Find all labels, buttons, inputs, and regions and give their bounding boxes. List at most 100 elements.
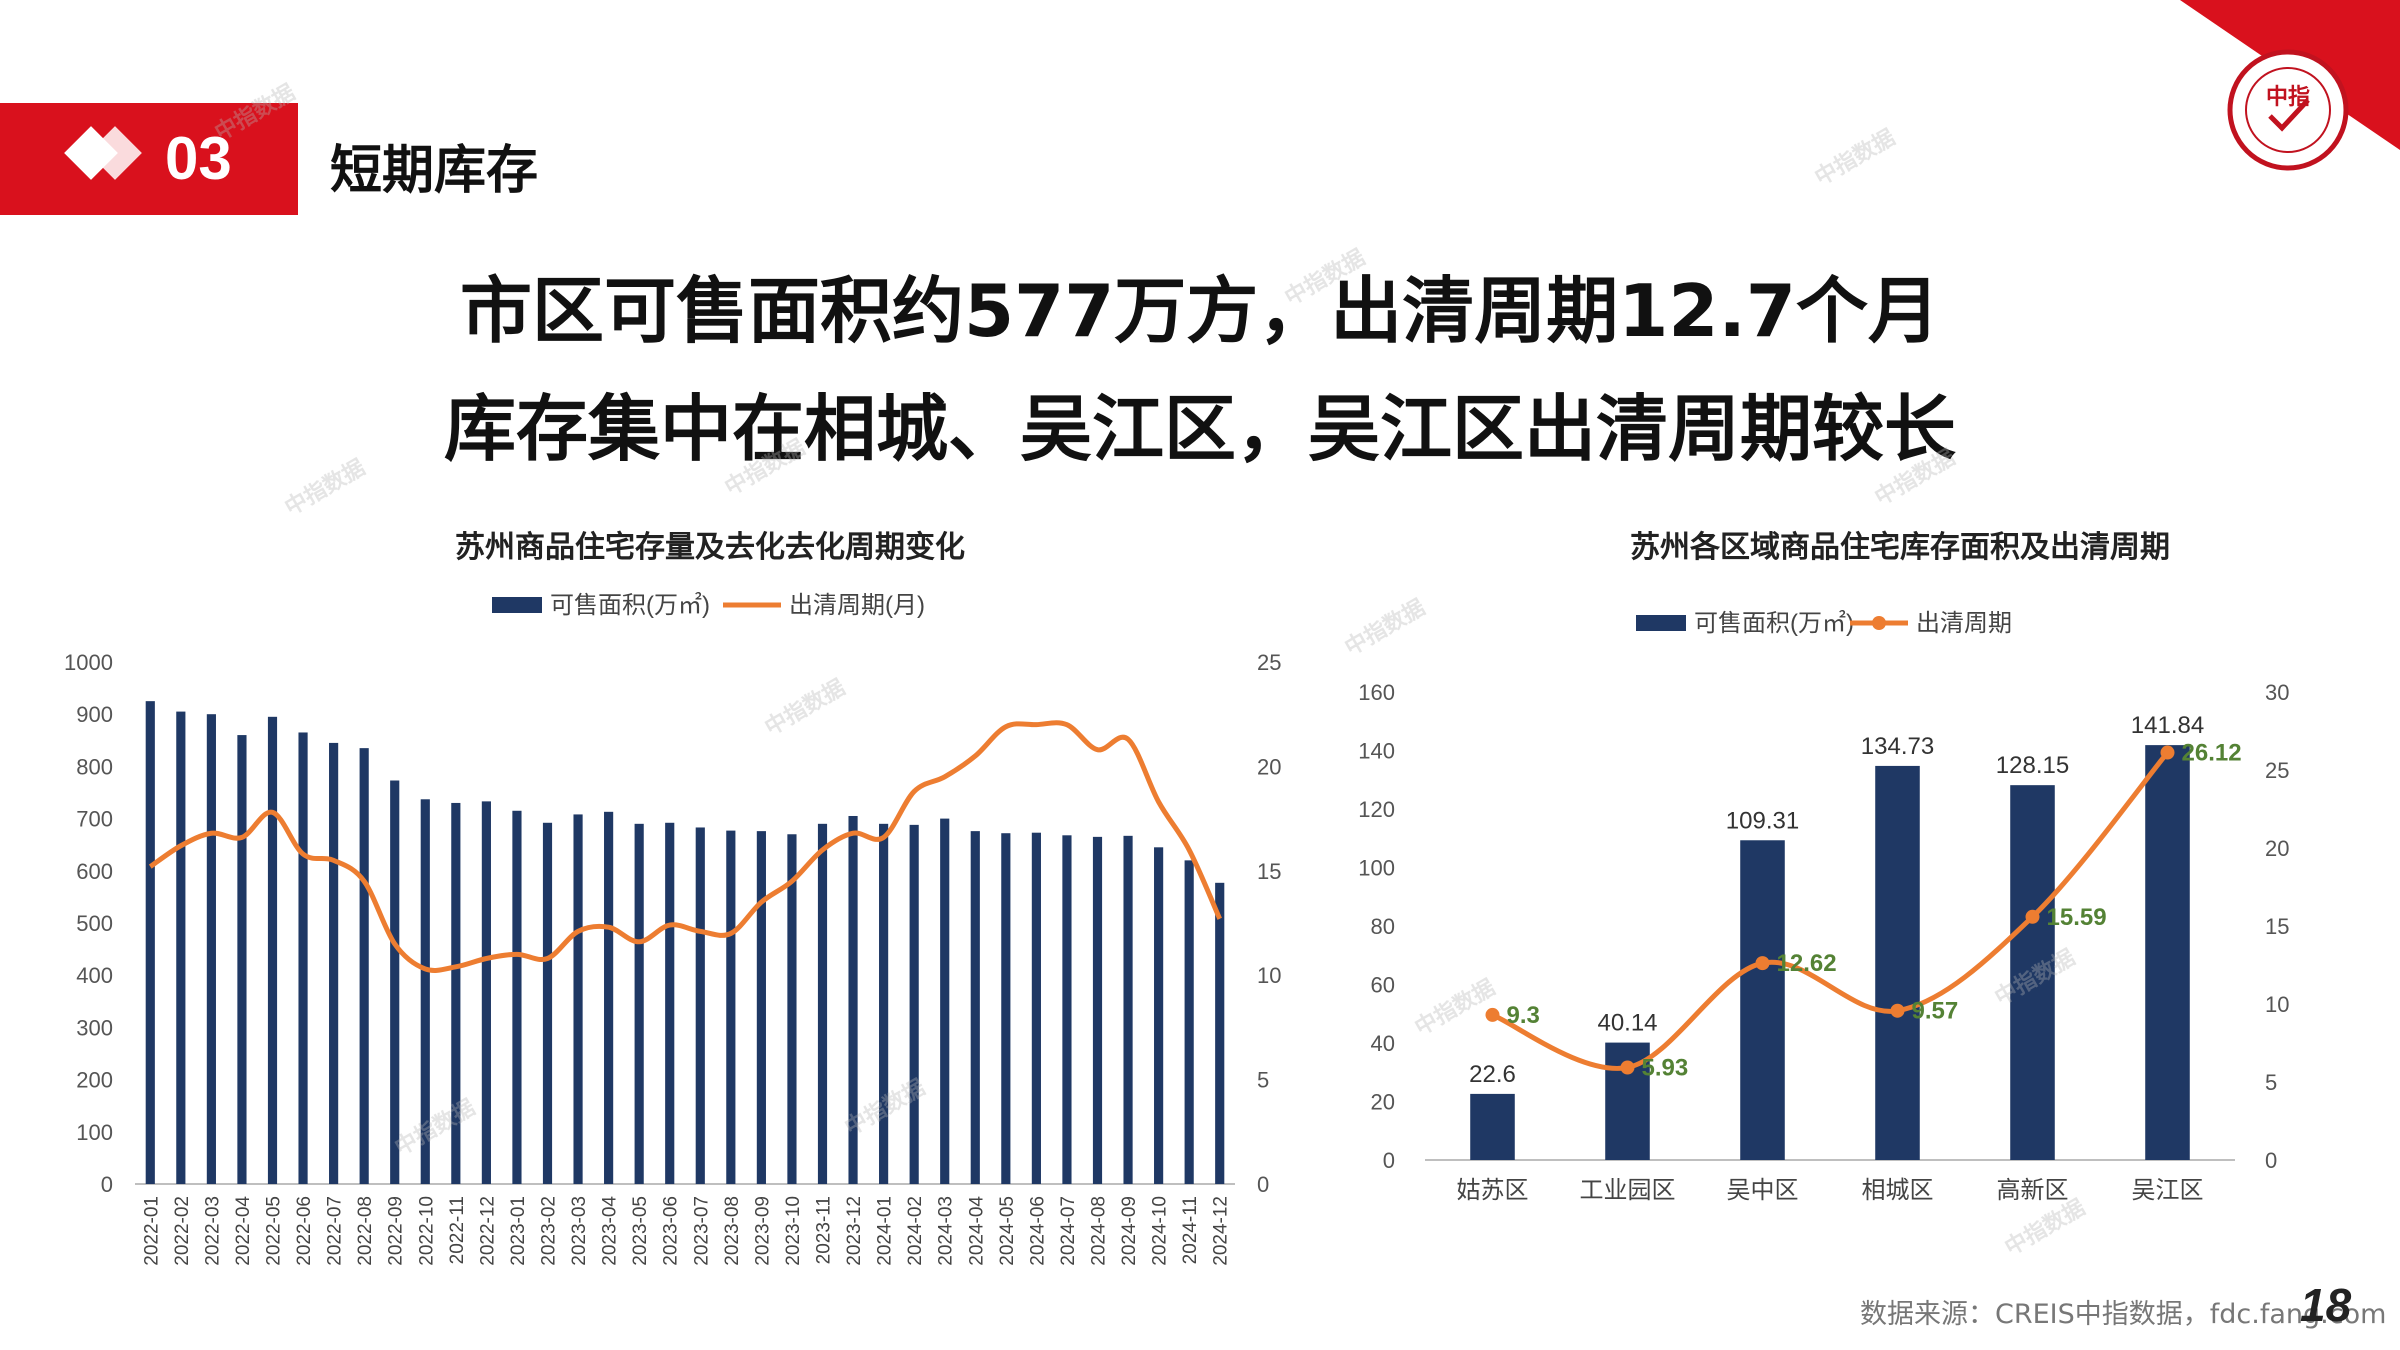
x-tick-label: 2023-10 — [783, 1196, 804, 1266]
bar — [940, 818, 950, 1184]
x-tick-label: 2023-07 — [691, 1196, 712, 1266]
line-data-label: 26.12 — [2182, 740, 2242, 767]
x-tick-label: 2023-05 — [630, 1196, 651, 1266]
bar — [726, 830, 736, 1184]
line-series — [1491, 750, 2170, 1071]
x-tick-label: 高新区 — [1997, 1177, 2069, 1204]
bar-data-label: 109.31 — [1726, 807, 1799, 834]
bar — [1062, 835, 1072, 1184]
bar — [1740, 840, 1785, 1160]
bar — [879, 823, 889, 1184]
bar — [1470, 1093, 1515, 1160]
bar — [145, 701, 155, 1184]
y-left-tick-label: 80 — [1371, 914, 1395, 939]
x-tick-label: 2023-11 — [814, 1196, 835, 1264]
x-tick-label: 2024-08 — [1089, 1196, 1110, 1266]
line-point — [2160, 745, 2175, 760]
bar — [848, 815, 858, 1184]
y-left-tick-label: 100 — [1358, 856, 1395, 881]
y-left-tick-label: 40 — [1371, 1031, 1395, 1056]
bar — [359, 748, 369, 1184]
y-right-tick-label: 5 — [2265, 1070, 2277, 1095]
diamond-icon — [64, 126, 142, 180]
y-left-tick-label: 160 — [1358, 680, 1395, 705]
bar — [2010, 785, 2055, 1160]
y-left-tick-label: 1000 — [64, 650, 113, 675]
line-data-label: 12.62 — [1777, 950, 1837, 977]
y-left-tick-label: 300 — [76, 1015, 113, 1040]
section-title: 短期库存 — [330, 141, 539, 201]
x-tick-label: 2022-10 — [416, 1196, 437, 1266]
bar — [206, 714, 216, 1184]
y-left-tick-label: 400 — [76, 963, 113, 988]
x-tick-label: 2023-09 — [752, 1196, 773, 1266]
bar — [604, 811, 614, 1184]
bar — [1092, 836, 1103, 1184]
x-tick-label: 2023-04 — [600, 1196, 621, 1266]
x-tick-label: 2022-06 — [294, 1196, 315, 1266]
bar-data-label: 128.15 — [1996, 752, 2069, 779]
x-tick-label: 2022-08 — [355, 1196, 376, 1266]
right-chart-title: 苏州各区域商品住宅库存面积及出清周期 — [1630, 530, 2170, 565]
x-tick-label: 2022-09 — [386, 1196, 407, 1266]
y-right-tick-label: 15 — [2265, 914, 2289, 939]
bar — [2145, 745, 2190, 1160]
bar — [1184, 860, 1194, 1184]
x-tick-label: 2023-02 — [539, 1196, 560, 1266]
bar — [481, 801, 491, 1184]
x-tick-label: 2024-02 — [905, 1196, 926, 1266]
bar — [1215, 882, 1225, 1184]
y-right-tick-label: 5 — [1257, 1068, 1269, 1093]
y-left-tick-label: 140 — [1358, 739, 1395, 764]
left-chart-title: 苏州商品住宅存量及去化去化周期变化 — [455, 530, 965, 565]
x-tick-label: 2023-03 — [569, 1196, 590, 1266]
x-tick-label: 2023-06 — [661, 1196, 682, 1266]
y-left-tick-label: 900 — [76, 702, 113, 727]
watermark: 中指数据 — [1810, 125, 1900, 191]
y-right-tick-label: 30 — [2265, 680, 2289, 705]
left-chart: 可售面积(万㎡) 出清周期(月)0100200300400500600700800… — [64, 592, 1281, 1266]
line-point — [2025, 909, 2040, 924]
line-data-label: 5.93 — [1642, 1054, 1689, 1081]
bar — [267, 716, 278, 1184]
right-chart: 可售面积(万㎡) 出清周期 0 20 40 60 80 100 120 140 160 0 5 10 15 2… — [1358, 610, 2289, 1204]
x-tick-label: 2024-10 — [1150, 1196, 1171, 1266]
bar — [512, 810, 522, 1184]
x-tick-label: 2022-05 — [264, 1196, 285, 1266]
x-tick-label: 2022-02 — [172, 1196, 193, 1266]
y-left-tick-label: 600 — [76, 859, 113, 884]
x-tick-label: 2024-03 — [936, 1196, 957, 1266]
legend-line-label: 出清周期 — [1916, 610, 2012, 637]
x-tick-label: 吴江区 — [2132, 1177, 2204, 1204]
headline-line-2: 库存集中在相城、吴江区，吴江区出清周期较长 — [443, 387, 1956, 471]
y-left-tick-label: 20 — [1371, 1090, 1395, 1115]
china-index-academy-logo: 中指 — [2180, 0, 2400, 171]
line-data-label: 9.3 — [1507, 1002, 1540, 1029]
bar — [542, 822, 553, 1184]
x-tick-label: 2024-06 — [1027, 1196, 1048, 1266]
headline-line-1: 市区可售面积约577万方，出清周期12.7个月 — [460, 269, 1940, 353]
bar — [329, 742, 339, 1184]
data-source: 数据来源：CREIS中指数据，fdc.fang.com — [1860, 1299, 2387, 1330]
bar — [665, 822, 675, 1184]
x-tick-label: 2023-01 — [508, 1196, 529, 1266]
y-right-tick-label: 10 — [2265, 992, 2289, 1017]
y-right-tick-label: 0 — [2265, 1148, 2277, 1173]
bar-data-label: 134.73 — [1861, 733, 1934, 760]
x-tick-label: 2022-01 — [141, 1196, 162, 1266]
y-right-tick-label: 20 — [1257, 754, 1281, 779]
section-number: 03 — [165, 125, 232, 192]
y-left-tick-label: 200 — [76, 1068, 113, 1093]
x-tick-label: 2024-11 — [1180, 1196, 1201, 1264]
line-point — [1620, 1060, 1635, 1075]
y-right-tick-label: 25 — [2265, 758, 2289, 783]
y-right-tick-label: 20 — [2265, 836, 2289, 861]
bar — [573, 814, 583, 1184]
y-left-tick-label: 100 — [76, 1120, 113, 1145]
x-tick-label: 2023-12 — [844, 1196, 865, 1266]
bar — [1001, 833, 1011, 1184]
bar — [817, 823, 828, 1184]
x-tick-label: 2024-12 — [1211, 1196, 1232, 1266]
y-left-tick-label: 60 — [1371, 973, 1395, 998]
x-tick-label: 吴中区 — [1727, 1177, 1799, 1204]
